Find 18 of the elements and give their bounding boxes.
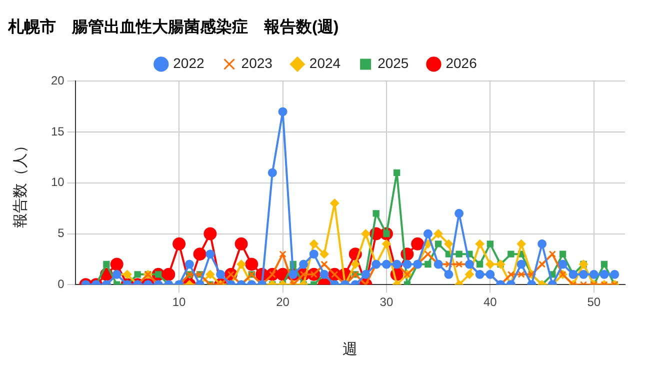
x-tick-label: 40 [484,295,498,310]
chart-title: 札幌市 腸管出血性大腸菌感染症 報告数(週) [7,18,339,36]
x-tick-label: 10 [172,295,186,310]
x-tick-label: 50 [587,295,601,310]
legend-label: 2023 [241,55,273,72]
y-tick-label: 0 [58,276,65,291]
y-tick-label: 15 [50,124,65,138]
y-tick-label: 10 [50,175,65,190]
legend-label: 2026 [446,55,478,72]
x-axis-title: 週 [342,341,358,358]
legend-label: 2024 [309,55,341,72]
legend-label: 2022 [173,55,204,72]
y-tick-label: 20 [50,74,65,88]
legend-label: 2025 [378,55,409,72]
x-tick-label: 30 [380,295,394,310]
x-tick-label: 20 [276,295,290,310]
y-axis-title: 報告数（人） [12,138,30,228]
y-tick-label: 5 [58,226,65,240]
